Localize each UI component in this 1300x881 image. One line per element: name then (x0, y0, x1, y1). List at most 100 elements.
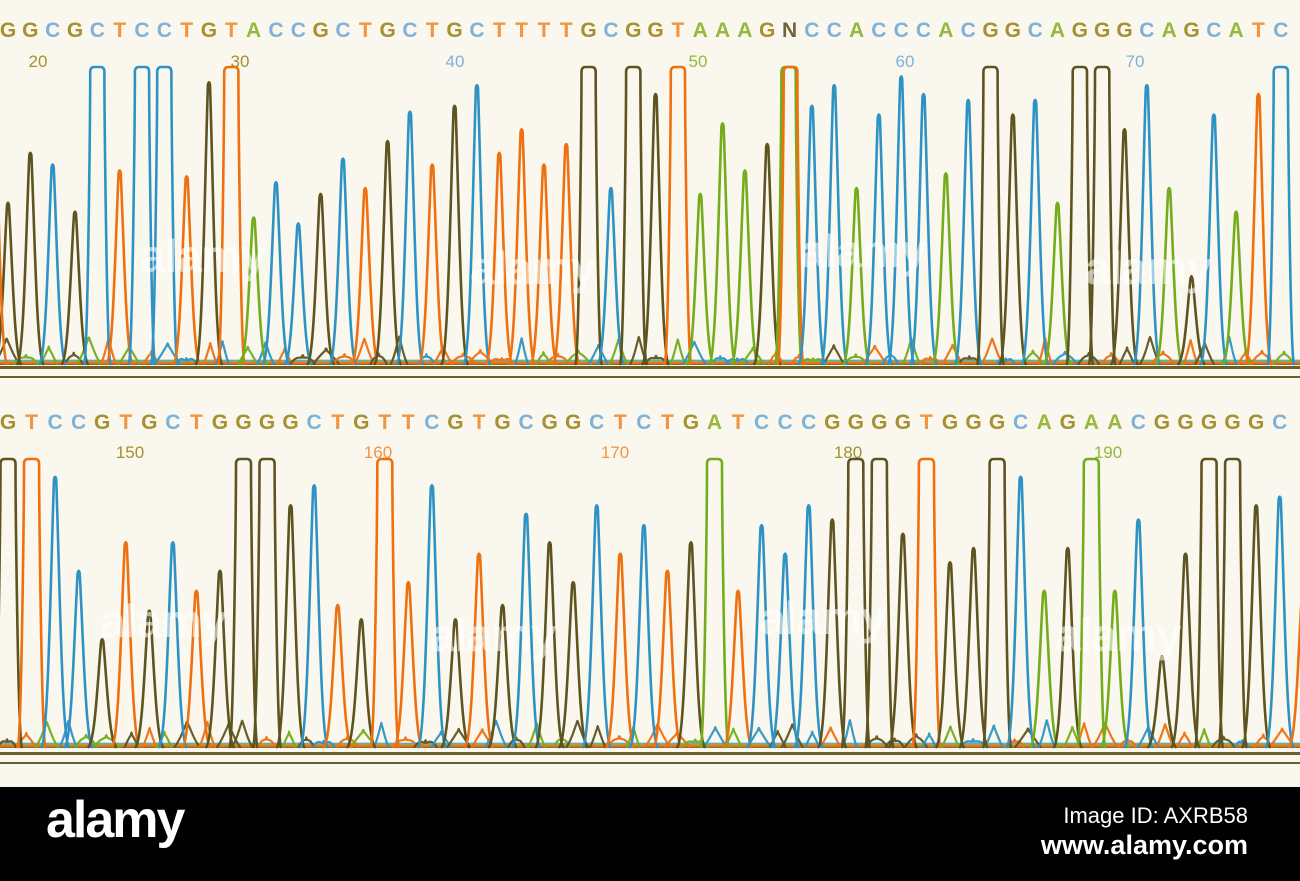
trace-path (1147, 655, 1177, 749)
trace-path (931, 172, 961, 366)
base-call-letter: T (224, 19, 238, 42)
base-call-letter: C (589, 411, 605, 434)
trace-path (1029, 589, 1060, 749)
base-call-letter: G (353, 411, 370, 434)
trace-path (861, 344, 888, 366)
base-call-letter: C (134, 19, 150, 42)
panel-2-divider-thin (0, 762, 1300, 764)
base-call-letter: A (737, 19, 753, 42)
base-call-letter: G (66, 19, 84, 42)
trace-path (1154, 186, 1184, 366)
trace-path (1217, 457, 1248, 749)
trace-path (105, 169, 134, 366)
base-call-letter: G (1224, 411, 1241, 434)
trace-path (770, 552, 801, 749)
trace-path (921, 732, 937, 749)
trace-path (393, 580, 424, 749)
position-label: 20 (28, 52, 48, 71)
base-call-letter: G (941, 411, 959, 434)
trace-path (39, 345, 59, 366)
trace-path (83, 65, 112, 366)
trace-path (669, 338, 687, 366)
trace-path (467, 348, 494, 366)
trace-path (1197, 727, 1212, 749)
base-call-letter: G (446, 19, 463, 42)
trace-path (529, 163, 559, 366)
base-call-letter: C (893, 19, 909, 42)
base-call-letter: G (1200, 411, 1218, 434)
base-call-letter: G (22, 19, 39, 42)
trace-path (587, 343, 610, 366)
trace-path (686, 192, 715, 366)
trace-path (643, 354, 669, 366)
trace-path (58, 720, 78, 749)
base-call-letter: A (848, 19, 865, 42)
trace-path (299, 484, 330, 749)
trace-path (1266, 65, 1296, 366)
base-call-letter: G (565, 411, 582, 434)
position-label: 190 (1093, 443, 1123, 462)
base-call-letter: G (494, 411, 511, 434)
trace-path (306, 192, 335, 366)
trace-path (959, 738, 987, 749)
base-call-letter: G (141, 411, 158, 434)
base-call-letter: G (824, 411, 841, 434)
base-call-letter: G (312, 19, 329, 42)
trace-path (1241, 503, 1272, 749)
base-call-letter: G (0, 411, 17, 434)
base-call-letter: G (965, 411, 982, 434)
trace-path (776, 65, 805, 366)
base-call-letter: A (1036, 411, 1052, 434)
trace-path (1177, 274, 1206, 366)
base-call-letter: C (518, 411, 534, 434)
trace-path (886, 75, 916, 366)
base-call-letter: G (1247, 411, 1265, 434)
trace-path (63, 351, 84, 366)
base-call-letter: G (580, 19, 597, 42)
base-call-letter: C (871, 19, 887, 42)
trace-path (450, 352, 477, 366)
base-call-letter: A (692, 19, 708, 42)
trace-path (817, 518, 848, 749)
base-call-letter: G (200, 19, 218, 42)
base-call-letter: G (1059, 411, 1076, 434)
trace-path (87, 637, 118, 749)
trace-path (911, 457, 942, 749)
trace-path (1288, 603, 1300, 749)
base-call-letter: C (306, 411, 322, 434)
base-call-letter: G (94, 411, 111, 434)
trace-path (217, 65, 246, 366)
trace-path (470, 728, 494, 749)
trace-path (1076, 457, 1107, 749)
base-call-letter: A (1049, 19, 1066, 42)
trace-path (181, 589, 212, 749)
base-call-letter: C (960, 19, 976, 42)
trace-path (391, 736, 420, 749)
base-call-letter: C (1139, 19, 1155, 42)
trace-path (1005, 475, 1036, 749)
trace-path (1052, 546, 1083, 749)
trace-path (641, 92, 670, 366)
trace-path (1052, 350, 1078, 366)
base-call-letter: C (754, 411, 770, 434)
trace-path (1155, 722, 1175, 749)
trace-path (127, 65, 157, 366)
base-call-letter: G (235, 411, 252, 434)
base-call-letter: G (625, 19, 642, 42)
base-call-letter: G (982, 19, 999, 42)
base-call-letter: T (378, 411, 392, 434)
base-call-letter: C (335, 19, 351, 42)
base-call-letter: T (515, 19, 528, 42)
base-call-letter: C (165, 411, 181, 434)
trace-path (797, 104, 827, 366)
trace-path (134, 609, 165, 749)
base-call-letter: T (671, 19, 685, 42)
trace-path (819, 726, 842, 749)
base-call-letter: C (45, 19, 61, 42)
base-call-letter: G (1004, 19, 1022, 42)
trace-path (487, 603, 518, 749)
position-label: 180 (833, 443, 863, 462)
base-call-letter: C (804, 19, 820, 42)
base-call-letter: G (258, 411, 276, 434)
